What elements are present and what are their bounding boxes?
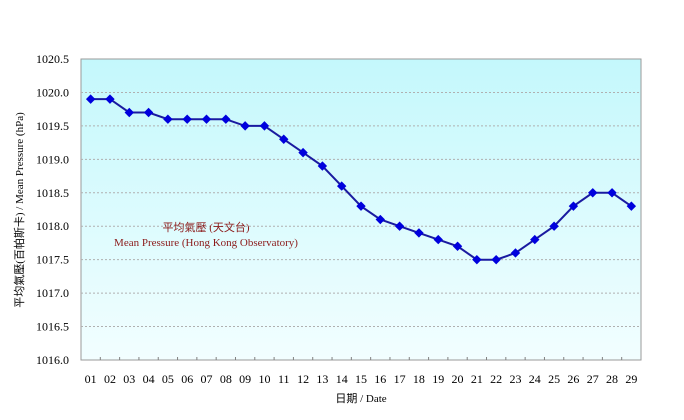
x-tick-label: 16 — [374, 372, 386, 386]
x-tick-label: 08 — [220, 372, 232, 386]
x-tick-label: 21 — [471, 372, 483, 386]
x-tick-label: 05 — [162, 372, 174, 386]
x-tick-label: 24 — [529, 372, 541, 386]
diamond-marker — [414, 228, 424, 238]
diamond-marker — [626, 201, 637, 211]
x-tick-label: 07 — [201, 372, 213, 386]
diamond-marker — [317, 161, 328, 171]
y-tick-label: 1020.5 — [36, 52, 69, 66]
x-tick-label: 28 — [606, 372, 618, 386]
x-tick-label: 11 — [278, 372, 290, 386]
diamond-marker — [201, 114, 212, 124]
x-axis-ticks: 01 02 03 04 05 06 07 08 09 10 11 12 13 14 15 16 17 18 19 20… — [85, 357, 637, 386]
x-tick-label: 02 — [104, 372, 116, 386]
diamond-marker — [240, 121, 250, 131]
diamond-marker — [375, 214, 386, 225]
diamond-marker — [588, 188, 598, 198]
x-tick-label: 14 — [336, 372, 348, 386]
x-tick-label: 09 — [239, 372, 251, 386]
x-tick-label: 06 — [181, 372, 193, 386]
x-tick-label: 22 — [490, 372, 502, 386]
x-tick-label: 29 — [625, 372, 637, 386]
diamond-marker — [85, 94, 96, 104]
diamond-marker — [105, 94, 115, 104]
diamond-marker — [607, 188, 617, 198]
diamond-marker — [143, 107, 154, 118]
x-tick-label: 23 — [509, 372, 521, 386]
diamond-marker — [530, 234, 540, 245]
pressure-series — [85, 94, 637, 265]
x-tick-label: 17 — [394, 372, 406, 386]
x-tick-label: 03 — [123, 372, 135, 386]
y-tick-label: 1017.5 — [36, 253, 69, 267]
gridlines — [81, 91, 641, 328]
diamond-marker — [452, 241, 463, 251]
x-tick-label: 04 — [143, 372, 155, 386]
diamond-marker — [259, 121, 270, 131]
y-axis-title: 平均氣壓(百帕斯卡) / Mean Pressure (hPa) — [12, 112, 26, 308]
y-tick-label: 1016.5 — [36, 320, 69, 334]
y-tick-label: 1016.0 — [36, 353, 69, 367]
diamond-marker — [394, 221, 405, 231]
y-tick-label: 1018.5 — [36, 186, 69, 200]
x-tick-label: 27 — [587, 372, 599, 386]
x-tick-label: 26 — [567, 372, 579, 386]
x-tick-label: 18 — [413, 372, 425, 386]
x-tick-label: 19 — [432, 372, 444, 386]
x-tick-label: 10 — [258, 372, 270, 386]
diamond-marker — [336, 181, 347, 191]
x-axis-title: 日期 / Date — [335, 392, 386, 405]
x-tick-label: 12 — [297, 372, 309, 386]
diamond-marker — [163, 114, 173, 124]
y-tick-label: 1019.5 — [36, 119, 69, 133]
diamond-marker — [356, 201, 366, 211]
x-tick-label: 15 — [355, 372, 367, 386]
diamond-marker — [279, 134, 289, 144]
annotation-en: Mean Pressure (Hong Kong Observatory) — [114, 237, 298, 249]
diamond-marker — [491, 254, 501, 265]
x-tick-label: 13 — [316, 372, 328, 386]
diamond-marker — [298, 147, 308, 158]
x-tick-label: 20 — [452, 372, 464, 386]
diamond-marker — [124, 107, 134, 118]
diamond-marker — [568, 201, 579, 211]
x-tick-label: 25 — [548, 372, 560, 386]
y-tick-label: 1020.0 — [36, 85, 69, 99]
x-tick-label: 01 — [85, 372, 97, 386]
diamond-marker — [510, 248, 521, 258]
diamond-marker — [472, 254, 482, 265]
diamond-marker — [549, 221, 559, 231]
annotation-zh: 平均氣壓 (天文台) — [162, 220, 249, 234]
y-axis-ticks: 1016.0 1016.5 1017.0 1017.5 1018.0 1018.5 1019… — [36, 52, 69, 367]
diamond-marker — [182, 114, 192, 124]
diamond-marker — [433, 234, 443, 245]
y-tick-label: 1018.0 — [36, 219, 69, 233]
diamond-marker — [221, 114, 231, 124]
y-tick-label: 1019.0 — [36, 152, 69, 166]
y-tick-label: 1017.0 — [36, 286, 69, 300]
